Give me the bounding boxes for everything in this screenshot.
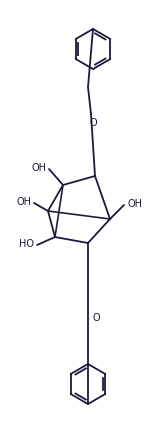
Text: OH: OH [127,198,142,208]
Text: O: O [89,118,97,128]
Text: OH: OH [31,163,46,173]
Text: HO: HO [19,238,34,248]
Text: OH: OH [16,197,31,207]
Text: O: O [92,312,100,322]
